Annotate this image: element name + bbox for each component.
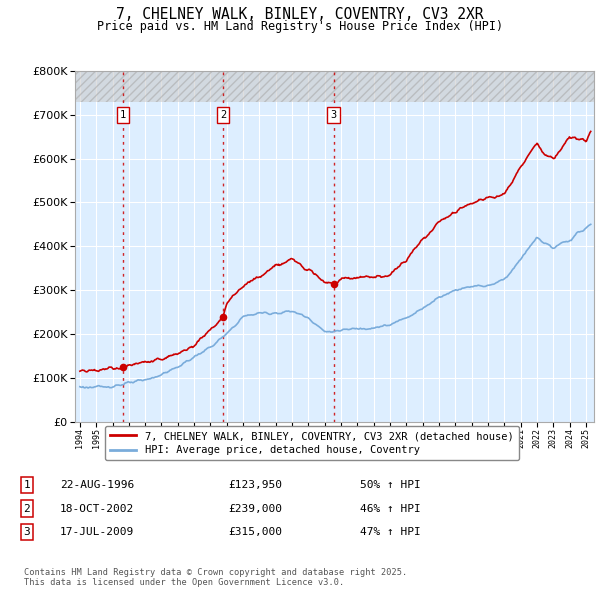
Text: 46% ↑ HPI: 46% ↑ HPI — [360, 504, 421, 513]
Text: 47% ↑ HPI: 47% ↑ HPI — [360, 527, 421, 537]
Text: 2: 2 — [220, 110, 226, 120]
Text: 50% ↑ HPI: 50% ↑ HPI — [360, 480, 421, 490]
Text: 1: 1 — [120, 110, 126, 120]
Text: 3: 3 — [331, 110, 337, 120]
Text: £315,000: £315,000 — [228, 527, 282, 537]
Text: 3: 3 — [23, 527, 31, 537]
Text: Contains HM Land Registry data © Crown copyright and database right 2025.
This d: Contains HM Land Registry data © Crown c… — [24, 568, 407, 587]
Text: 2: 2 — [23, 504, 31, 513]
Text: 17-JUL-2009: 17-JUL-2009 — [60, 527, 134, 537]
Text: £239,000: £239,000 — [228, 504, 282, 513]
Legend: 7, CHELNEY WALK, BINLEY, COVENTRY, CV3 2XR (detached house), HPI: Average price,: 7, CHELNEY WALK, BINLEY, COVENTRY, CV3 2… — [105, 426, 519, 460]
Text: £123,950: £123,950 — [228, 480, 282, 490]
Text: 22-AUG-1996: 22-AUG-1996 — [60, 480, 134, 490]
Text: 7, CHELNEY WALK, BINLEY, COVENTRY, CV3 2XR: 7, CHELNEY WALK, BINLEY, COVENTRY, CV3 2… — [116, 7, 484, 22]
Text: 1: 1 — [23, 480, 31, 490]
Text: 18-OCT-2002: 18-OCT-2002 — [60, 504, 134, 513]
Text: Price paid vs. HM Land Registry's House Price Index (HPI): Price paid vs. HM Land Registry's House … — [97, 20, 503, 33]
